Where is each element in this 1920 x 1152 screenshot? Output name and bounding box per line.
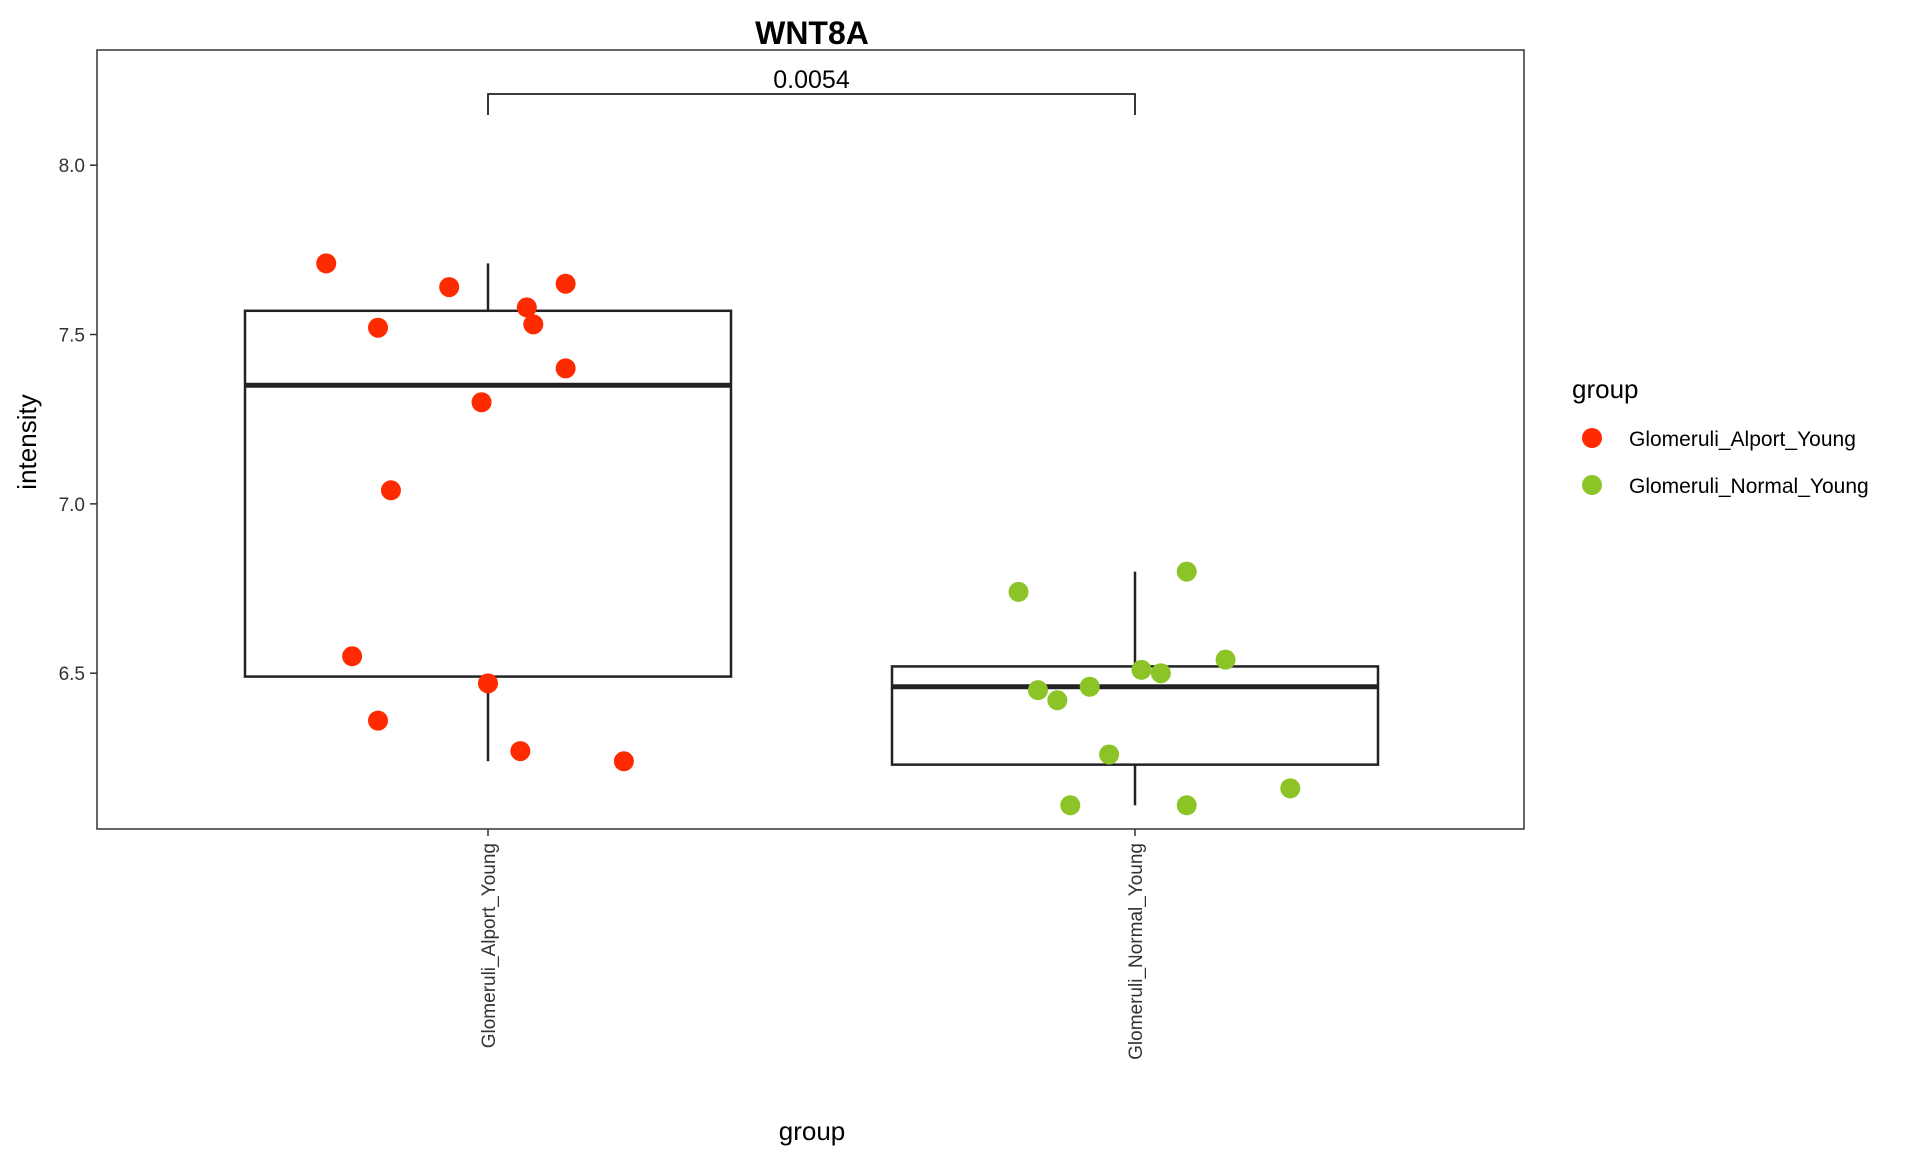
panel-border <box>96 49 1525 830</box>
significance-bracket <box>487 93 1136 116</box>
data-point <box>1131 659 1152 680</box>
data-point <box>380 480 401 501</box>
data-point <box>1079 676 1100 697</box>
legend-key <box>1582 475 1602 495</box>
x-tick-label: Glomeruli_Normal_Young <box>1126 843 1147 1060</box>
x-tick-label: Glomeruli_Alport_Young <box>479 843 500 1048</box>
y-tick-label: 7.5 <box>59 326 85 347</box>
plot-panel <box>96 49 1525 830</box>
data-point <box>516 297 537 318</box>
data-point <box>1215 649 1236 670</box>
box-iqr <box>890 665 1380 766</box>
data-point <box>555 358 576 379</box>
data-point <box>342 646 363 667</box>
data-point <box>1027 680 1048 701</box>
y-tick-label: 8.0 <box>59 156 85 177</box>
y-tick-label: 7.0 <box>59 495 85 516</box>
box-iqr <box>243 309 733 678</box>
data-point <box>1176 561 1197 582</box>
data-point <box>1150 663 1171 684</box>
data-point <box>523 314 544 335</box>
data-point <box>368 317 389 338</box>
data-point <box>1060 795 1081 816</box>
axes: 6.5 7.0 7.5 8.0 Glomeruli_Alport_Young Glomer… <box>59 156 1147 1060</box>
legend-key <box>1582 428 1602 448</box>
x-axis-title: group <box>779 1116 846 1146</box>
data-point <box>316 253 337 274</box>
legend-title: group <box>1572 374 1639 404</box>
data-point <box>1099 744 1120 765</box>
legend-label: Glomeruli_Normal_Young <box>1629 475 1869 498</box>
data-point <box>471 392 492 413</box>
data-point <box>613 751 634 772</box>
data-point <box>478 673 498 694</box>
data-point <box>1047 690 1068 711</box>
legend: group Glomeruli_Alport_Young Glomeruli_No… <box>1572 374 1869 498</box>
data-point <box>368 710 389 731</box>
points-layer <box>316 253 1301 816</box>
legend-label: Glomeruli_Alport_Young <box>1629 428 1856 451</box>
data-point <box>439 277 460 298</box>
data-point <box>555 273 576 294</box>
box-layer <box>243 263 1380 806</box>
chart-title: WNT8A <box>755 15 869 51</box>
data-point <box>1280 778 1301 799</box>
box-normal <box>890 571 1380 806</box>
y-axis-title: intensity <box>12 394 42 489</box>
y-tick-label: 6.5 <box>59 664 85 685</box>
data-point <box>1008 581 1029 602</box>
comparison-layer: 0.0054 <box>487 66 1136 116</box>
data-point <box>1176 795 1197 816</box>
data-point <box>510 741 531 762</box>
p-value-label: 0.0054 <box>773 66 850 94</box>
